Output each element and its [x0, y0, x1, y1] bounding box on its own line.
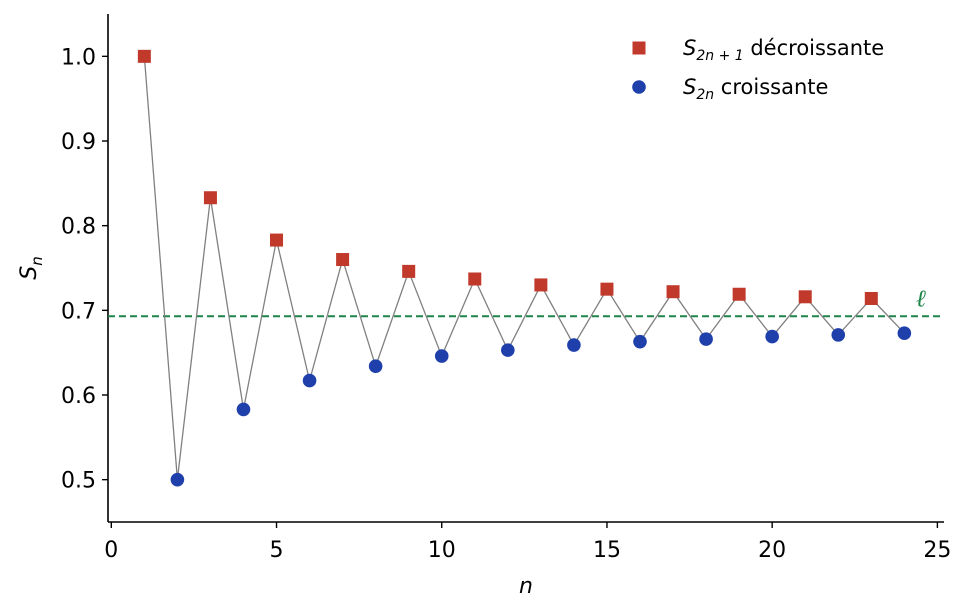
x-tick-label: 15: [593, 538, 621, 563]
even-partial-sum-marker: [501, 343, 515, 357]
x-tick-label: 25: [923, 538, 951, 563]
even-partial-sum-marker: [434, 349, 449, 363]
legend-description: croissante: [714, 75, 828, 99]
odd-partial-sum-marker: [336, 253, 350, 267]
y-axis-label-base: S: [17, 266, 42, 280]
reference-line-group: ℓ: [108, 284, 944, 318]
odd-partial-sum-marker: [732, 287, 746, 301]
even-partial-sum-marker: [831, 328, 846, 342]
even-partial-sum-marker: [302, 373, 317, 388]
even-partial-sum-marker: [236, 402, 251, 417]
even-partial-sum-marker: [897, 326, 912, 340]
even-partial-sum-marker: [633, 334, 647, 349]
even-partial-sum-marker: [368, 359, 383, 374]
sequence-connecting-line: [143, 56, 905, 480]
odd-partial-sum-marker: [468, 272, 482, 286]
x-tick-label: 5: [270, 538, 284, 563]
x-axis-label: n: [519, 574, 533, 599]
connecting-line-group: [143, 56, 905, 480]
legend-entry-label: S2n + 1 décroissante: [683, 36, 884, 64]
y-axis-label-subscript: n: [28, 256, 46, 266]
even-partial-sum-marker: [567, 338, 581, 352]
odd-partial-sum-marker: [270, 233, 284, 247]
legend-symbol: S: [683, 36, 696, 60]
odd-partial-sum-marker: [203, 191, 217, 205]
odd-partial-sum-marker: [534, 278, 548, 292]
data-points: [137, 49, 912, 487]
y-tick-label: 0.9: [61, 130, 96, 155]
x-tick-label: 0: [104, 538, 118, 563]
odd-partial-sum-marker: [600, 282, 614, 296]
legend-subscript: 2n + 1: [696, 48, 743, 64]
y-tick-label: 0.6: [61, 384, 96, 409]
even-partial-sum-marker: [170, 472, 185, 487]
limit-label: ℓ: [916, 284, 926, 312]
x-tick-label: 10: [428, 538, 456, 563]
odd-partial-sum-marker: [798, 290, 812, 304]
y-tick-label: 1.0: [61, 45, 96, 70]
legend-entry-label: S2n croissante: [683, 75, 828, 103]
odd-partial-sum-marker: [137, 49, 151, 63]
y-tick-label: 0.7: [61, 299, 96, 324]
legend-marker-square: [632, 41, 646, 55]
legend-symbol: S: [683, 75, 696, 99]
legend-description: décroissante: [744, 36, 885, 60]
odd-partial-sum-marker: [402, 264, 416, 278]
legend-marker-circle: [632, 80, 646, 94]
even-partial-sum-marker: [699, 332, 713, 346]
odd-partial-sum-marker: [864, 291, 878, 305]
y-axis-label: Sn: [17, 256, 46, 279]
even-partial-sum-marker: [765, 329, 779, 344]
y-tick-label: 0.8: [61, 215, 96, 240]
x-tick-label: 20: [758, 538, 786, 563]
legend-subscript: 2n: [696, 87, 714, 103]
y-tick-label: 0.5: [61, 469, 96, 494]
odd-partial-sum-marker: [666, 285, 680, 299]
